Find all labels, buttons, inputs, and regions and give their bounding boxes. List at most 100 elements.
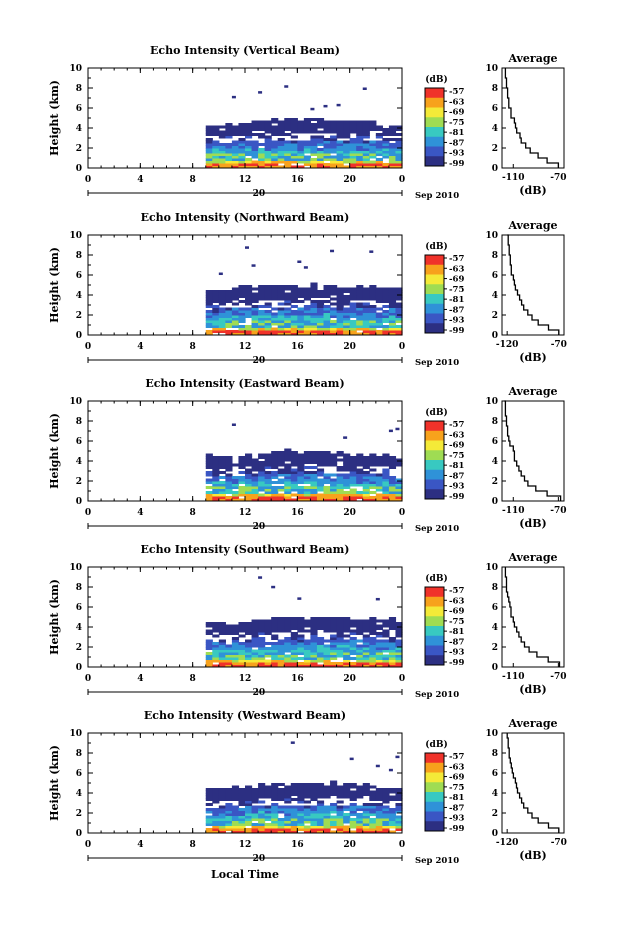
- heatmap-cell: [238, 481, 246, 484]
- heatmap-cell: [343, 788, 351, 791]
- x-tick-label: 8: [190, 342, 196, 352]
- heatmap-cell: [212, 297, 220, 301]
- heatmap-cell: [297, 140, 305, 144]
- heatmap-cell: [218, 823, 226, 826]
- heatmap-cell: [356, 785, 364, 789]
- heatmap-cell: [343, 287, 351, 291]
- heatmap-cell: [238, 624, 246, 628]
- heatmap-cell: [362, 305, 370, 308]
- heatmap-cell: [251, 133, 259, 136]
- heatmap-cell: [218, 632, 226, 635]
- heatmap-cell: [238, 148, 246, 151]
- heatmap-cell: [225, 292, 233, 296]
- heatmap-cell: [290, 310, 298, 313]
- heatmap-cell: [362, 659, 370, 663]
- heatmap-cell: [330, 825, 338, 829]
- heatmap-cell: [245, 145, 253, 149]
- heatmap-cell: [238, 629, 246, 633]
- heatmap-cell: [382, 143, 390, 146]
- heatmap-cell: [303, 461, 312, 464]
- heatmap-cell: [284, 285, 292, 288]
- heatmap-cell: [218, 322, 226, 326]
- heatmap-cell: [205, 458, 213, 462]
- heatmap-cell: [310, 145, 318, 149]
- heatmap-cell: [375, 793, 383, 796]
- colorbar-band: [425, 811, 444, 822]
- heatmap-cell: [303, 143, 312, 146]
- date-day-marker: 20: [253, 522, 266, 532]
- heatmap-cell: [323, 456, 331, 459]
- heatmap-cell: [369, 662, 377, 665]
- heatmap-cell: [362, 652, 370, 655]
- heatmap-cell: [349, 165, 357, 169]
- heatmap-cell: [284, 312, 292, 316]
- heatmap-cell: [238, 828, 246, 831]
- heatmap-cell: [251, 483, 259, 487]
- heatmap-cell: [238, 659, 246, 663]
- heatmap-cell: [271, 629, 279, 633]
- heatmap-cell: [362, 823, 370, 826]
- heatmap-cell: [316, 118, 325, 121]
- heatmap-cell: [251, 649, 259, 653]
- heatmap-cell: [323, 488, 331, 492]
- heatmap-cell: [218, 461, 226, 464]
- heatmap-cells: [205, 423, 403, 502]
- colorbar-tick-label: -75: [449, 617, 464, 627]
- heatmap-cell: [395, 310, 403, 313]
- heatmap-cell: [284, 153, 292, 156]
- heatmap-cell: [264, 310, 272, 313]
- date-day-marker: 20: [253, 189, 266, 199]
- heatmap-cell: [284, 498, 292, 502]
- heatmap-cell: [336, 160, 344, 164]
- heatmap-cell: [316, 312, 325, 316]
- heatmap-cell: [362, 657, 370, 660]
- heatmap-cell: [310, 307, 318, 311]
- heatmap-cell: [258, 647, 266, 650]
- heatmap-cell: [336, 290, 344, 293]
- heatmap-cell: [395, 639, 403, 643]
- heatmap-cell: [290, 118, 298, 121]
- heatmap-cell: [369, 622, 377, 625]
- heatmap-cell: [395, 815, 403, 819]
- heatmap-cell: [362, 165, 370, 169]
- heatmap-cell: [264, 823, 272, 826]
- heatmap-cell: [290, 130, 298, 134]
- heatmap-cell: [225, 148, 233, 151]
- heatmap-cell: [290, 820, 298, 824]
- heatmap-cell: [375, 158, 383, 161]
- heatmap-cell: [297, 815, 305, 819]
- heatmap-cell: [303, 659, 312, 663]
- heatmap-cell: [369, 320, 377, 323]
- heatmap-cell: [356, 160, 364, 164]
- profile-x-tick-label: -110: [502, 506, 525, 516]
- heatmap-cell: [310, 652, 318, 655]
- heatmap-cell: [310, 820, 318, 824]
- heatmap-cell: [388, 145, 397, 149]
- heatmap-cell: [264, 488, 272, 492]
- heatmap-cell: [231, 491, 240, 494]
- profile-y-tick-label: 4: [492, 291, 498, 301]
- heatmap-cell: [218, 813, 226, 816]
- heatmap-cell: [231, 307, 240, 311]
- heatmap-cell: [245, 307, 253, 311]
- heatmap-cell: [238, 128, 246, 131]
- heatmap-cell: [218, 486, 226, 489]
- heatmap-cell: [225, 481, 233, 484]
- heatmap-cell: [245, 813, 253, 816]
- heatmap-cell: [271, 140, 279, 144]
- heatmap-cell: [297, 476, 305, 479]
- heatmap-cell: [336, 125, 344, 129]
- heatmap-cell: [316, 330, 325, 333]
- heatmap-cell: [349, 148, 357, 151]
- heatmap-cell: [218, 290, 226, 293]
- heatmap-cell: [310, 158, 318, 161]
- heatmap-cell: [205, 657, 213, 660]
- heatmap-cell: [231, 325, 240, 328]
- colorbar-band: [425, 136, 444, 147]
- heatmap-cell: [395, 302, 403, 306]
- heatmap-cell: [375, 476, 383, 479]
- heatmap-cell: [330, 123, 338, 126]
- heatmap-cell: [343, 491, 351, 494]
- heatmap-cell: [271, 662, 279, 665]
- heatmap-cell: [284, 458, 292, 462]
